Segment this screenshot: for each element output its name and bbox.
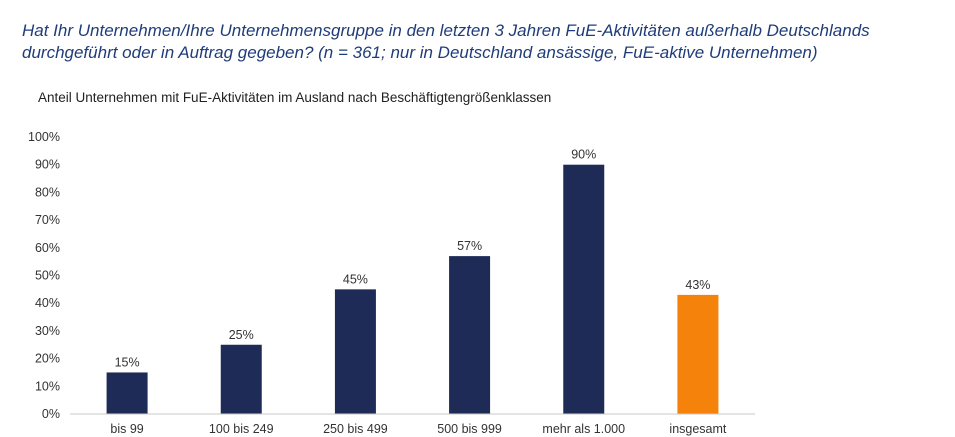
y-tick-label: 0% <box>42 407 60 421</box>
y-tick-label: 70% <box>35 213 60 227</box>
y-tick-label: 40% <box>35 296 60 310</box>
bar-insgesamt <box>677 294 719 414</box>
x-tick-label: 250 bis 499 <box>323 422 388 436</box>
chart-subtitle: Anteil Unternehmen mit FuE-Aktivitäten i… <box>38 90 552 105</box>
y-axis: 0% 10% 20% 30% 40% 50% 60% 70% 80% 90% 100% <box>28 130 60 421</box>
bars: 15% 25% 45% 57% 90% 43% <box>106 148 719 414</box>
y-tick-label: 60% <box>35 241 60 255</box>
x-tick-label: insgesamt <box>669 422 726 436</box>
data-label: 57% <box>457 239 482 253</box>
chart-title: Hat Ihr Unternehmen/Ihre Unternehmensgru… <box>22 21 870 62</box>
y-tick-label: 10% <box>35 379 60 393</box>
data-label: 15% <box>115 355 140 369</box>
y-tick-label: 30% <box>35 324 60 338</box>
x-tick-label: 500 bis 999 <box>437 422 502 436</box>
data-label: 45% <box>343 272 368 286</box>
bar-250-bis-499 <box>334 289 376 414</box>
data-label: 43% <box>685 278 710 292</box>
bar-100-bis-249 <box>220 344 262 414</box>
y-tick-label: 90% <box>35 158 60 172</box>
data-label: 25% <box>229 328 254 342</box>
x-tick-label: mehr als 1.000 <box>542 422 625 436</box>
y-tick-label: 80% <box>35 185 60 199</box>
data-label: 90% <box>571 148 596 162</box>
y-tick-label: 50% <box>35 269 60 283</box>
y-tick-label: 20% <box>35 352 60 366</box>
x-tick-label: bis 99 <box>110 422 143 436</box>
x-tick-label: 100 bis 249 <box>209 422 274 436</box>
bar-bis-99 <box>106 372 148 414</box>
bar-mehr-als-1-000 <box>563 164 605 414</box>
bar-500-bis-999 <box>449 256 491 414</box>
x-axis: bis 99 100 bis 249 250 bis 499 500 bis 999 m… <box>70 413 755 436</box>
y-tick-label: 100% <box>28 130 60 144</box>
